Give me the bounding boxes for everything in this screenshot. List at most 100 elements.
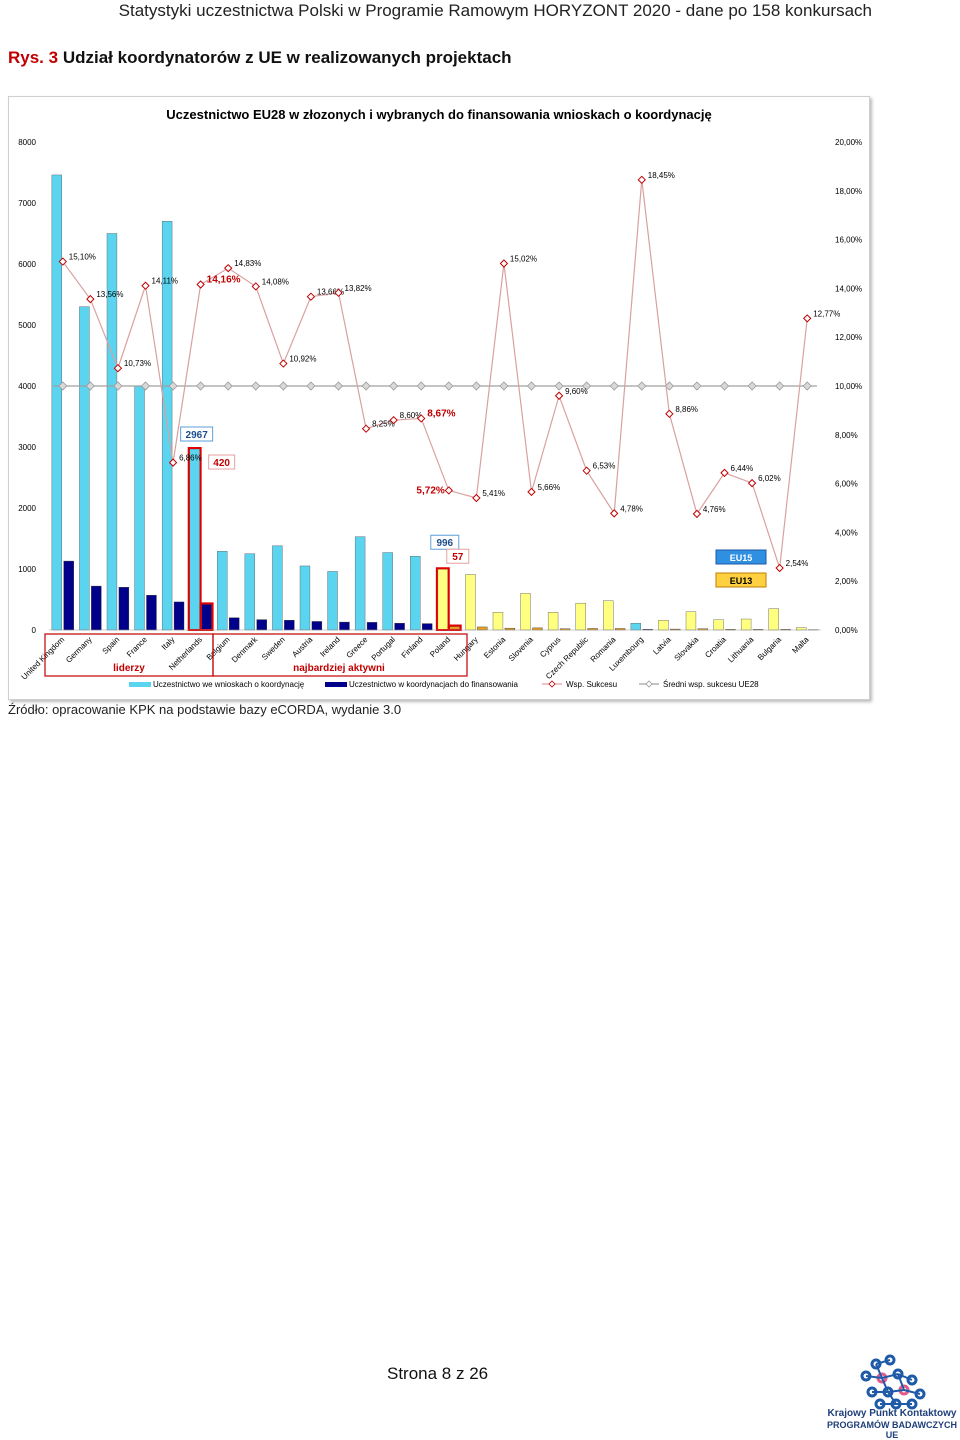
bar-submitted — [328, 571, 338, 630]
logo-line-2: PROGRAMÓW BADAWCZYCH UE — [826, 1420, 958, 1440]
bar-submitted — [658, 620, 668, 630]
group-leaders-label: liderzy — [113, 663, 145, 674]
success-rate-marker — [142, 282, 149, 289]
bar-submitted — [686, 612, 696, 630]
success-rate-label: 6,86% — [179, 454, 202, 463]
success-rate-marker — [804, 315, 811, 322]
annotation-nl-submitted: 2967 — [186, 430, 209, 441]
figure-caption-text: Udział koordynatorów z UE w realizowanyc… — [63, 48, 512, 67]
legend-marker — [646, 681, 652, 687]
success-rate-marker — [307, 293, 314, 300]
success-rate-line — [63, 180, 807, 568]
success-rate-label: 10,92% — [289, 355, 316, 364]
category-label: Finland — [400, 635, 425, 660]
bar-submitted — [135, 386, 145, 630]
average-marker — [610, 382, 618, 390]
legend-entry: Średni wsp. sukcesu UE28 — [663, 680, 759, 689]
category-label: Spain — [101, 635, 122, 656]
bar-submitted — [410, 556, 420, 630]
category-label: Greece — [345, 635, 370, 660]
bar-submitted — [355, 537, 365, 630]
bar-funded — [202, 604, 212, 630]
bar-funded — [64, 561, 74, 630]
average-marker — [279, 382, 287, 390]
bar-funded — [147, 595, 157, 630]
bar-funded — [119, 587, 129, 630]
y-right-tick-label: 0,00% — [835, 626, 858, 635]
key-eu13-label: EU13 — [730, 576, 753, 586]
average-marker — [693, 382, 701, 390]
success-rate-label: 14,08% — [262, 277, 289, 286]
bar-submitted — [521, 593, 531, 630]
success-rate-label: 4,78% — [620, 504, 643, 513]
success-rate-marker — [583, 467, 590, 474]
legend-entry: Uczestnictwo w koordynacjach do finansow… — [349, 680, 519, 689]
success-rate-label: 13,56% — [96, 290, 123, 299]
y-right-tick-label: 20,00% — [835, 138, 862, 147]
success-rate-marker — [473, 494, 480, 501]
y-left-tick-label: 6000 — [18, 260, 36, 269]
success-rate-marker — [445, 487, 452, 494]
success-rate-label: 15,10% — [69, 253, 96, 262]
success-rate-marker — [693, 510, 700, 517]
bar-submitted — [493, 612, 503, 630]
y-right-tick-label: 12,00% — [835, 333, 862, 342]
average-marker — [721, 382, 729, 390]
figure-label: Rys. 3 — [8, 48, 58, 67]
bar-submitted — [548, 612, 558, 630]
category-label: United Kingdom — [20, 635, 67, 682]
bar-submitted — [300, 566, 310, 630]
success-rate-marker — [611, 510, 618, 517]
bar-submitted — [272, 546, 282, 630]
average-marker — [252, 382, 260, 390]
bar-funded — [395, 623, 405, 630]
y-right-tick-label: 10,00% — [835, 382, 862, 391]
average-marker — [307, 382, 315, 390]
y-right-tick-label: 8,00% — [835, 431, 858, 440]
bar-funded — [257, 620, 267, 630]
bar-submitted — [769, 609, 779, 630]
y-left-tick-label: 0 — [32, 626, 37, 635]
y-left-tick-label: 7000 — [18, 199, 36, 208]
annotation-nl-funded: 420 — [213, 458, 230, 469]
bar-submitted — [465, 574, 475, 630]
average-marker — [362, 382, 370, 390]
average-marker — [803, 382, 811, 390]
page-number: Strona 8 z 26 — [387, 1364, 488, 1384]
logo-line-1: Krajowy Punkt Kontaktowy — [826, 1408, 958, 1419]
success-rate-marker — [776, 565, 783, 572]
bar-submitted — [383, 553, 393, 630]
success-rate-label: 14,11% — [152, 277, 179, 286]
average-marker — [638, 382, 646, 390]
success-rate-label: 9,60% — [565, 387, 588, 396]
bar-submitted — [576, 603, 586, 630]
average-marker — [472, 382, 480, 390]
y-left-tick-label: 1000 — [18, 565, 36, 574]
category-label: Portugal — [370, 635, 398, 663]
bar-funded — [533, 628, 543, 630]
success-rate-marker — [197, 281, 204, 288]
success-rate-marker — [500, 260, 507, 267]
bar-submitted — [190, 449, 200, 630]
average-marker — [390, 382, 398, 390]
bar-funded — [312, 621, 322, 630]
category-label: Latvia — [651, 635, 673, 657]
bar-submitted — [714, 620, 724, 630]
success-rate-label: 14,83% — [234, 259, 261, 268]
legend-marker — [549, 681, 555, 687]
average-marker — [224, 382, 232, 390]
category-label: Bulgaria — [756, 635, 784, 663]
average-marker — [417, 382, 425, 390]
bar-submitted — [741, 619, 751, 630]
success-rate-label: 6,44% — [731, 464, 754, 473]
category-label: Sweden — [260, 635, 287, 662]
annotation-pl-submitted: 996 — [436, 538, 453, 549]
success-rate-label: 12,77% — [813, 309, 840, 318]
y-right-tick-label: 18,00% — [835, 187, 862, 196]
bar-funded — [340, 622, 350, 630]
bar-funded — [91, 586, 101, 630]
success-rate-label: 5,41% — [482, 489, 505, 498]
bar-funded — [229, 618, 239, 630]
success-rate-label: 13,82% — [345, 284, 372, 293]
y-left-tick-label: 5000 — [18, 321, 36, 330]
